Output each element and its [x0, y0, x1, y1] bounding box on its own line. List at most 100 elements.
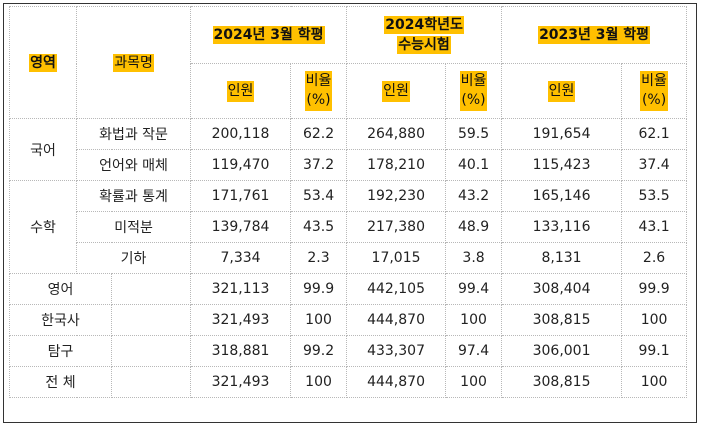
- count-cell: 133,116: [501, 211, 623, 243]
- count-cell: 119,470: [190, 149, 292, 181]
- ratio-cell: 100: [621, 366, 688, 398]
- group-header-label: 2024년 3월 학평: [212, 26, 325, 44]
- count-header: 인원: [501, 63, 623, 119]
- ratio-header-label: 비율 (%): [640, 71, 668, 111]
- count-cell: 191,654: [501, 118, 623, 150]
- subject-cell: 화법과 작문: [75, 118, 192, 150]
- subject-cell: 확률과 통계: [75, 180, 192, 212]
- ratio-cell: 62.2: [290, 118, 348, 150]
- count-cell: 171,761: [190, 180, 292, 212]
- count-cell: 8,131: [501, 242, 623, 274]
- group-header-label: 2023년 3월 학평: [538, 26, 651, 44]
- group-header-2024-csat: 2024학년도 수능시험: [346, 6, 503, 64]
- ratio-cell: 37.4: [621, 149, 688, 181]
- enrollment-table: 영역 과목명 2024년 3월 학평 2024학년도 수능시험 2023년 3월…: [9, 6, 688, 398]
- table-row: 전 체 321,493 100 444,870 100 308,815 100: [9, 366, 688, 398]
- table-row: 기하 7,334 2.3 17,015 3.8 8,131 2.6: [10, 242, 688, 274]
- ratio-header-line1: 비율: [460, 73, 487, 89]
- table-row: 언어와 매체 119,470 37.2 178,210 40.1 115,423…: [10, 149, 688, 181]
- count-cell: 444,870: [346, 304, 447, 336]
- table-row: 국어 화법과 작문 200,118 62.2 264,880 59.5 191,…: [9, 118, 688, 181]
- table-row: 탐구 318,881 99.2 433,307 97.4 306,001 99.…: [9, 335, 688, 367]
- count-header-label: 인원: [226, 80, 255, 102]
- ratio-cell: 53.5: [621, 180, 688, 212]
- ratio-cell: 100: [290, 304, 348, 336]
- count-header-label: 인원: [382, 80, 410, 102]
- area-cell-math: 수학: [9, 180, 77, 274]
- ratio-cell: 43.5: [290, 211, 348, 243]
- count-cell: 308,404: [501, 273, 623, 305]
- count-cell: 308,815: [501, 366, 623, 398]
- subject-cell: 탐구: [9, 335, 112, 367]
- group-header-2024-march: 2024년 3월 학평: [190, 6, 348, 64]
- subject-cell: 전 체: [9, 366, 112, 398]
- count-cell: 139,784: [190, 211, 292, 243]
- ratio-cell: 99.1: [621, 335, 688, 367]
- count-cell: 178,210: [346, 149, 447, 181]
- subject-cell: 언어와 매체: [75, 149, 192, 181]
- ratio-cell: 100: [290, 366, 348, 398]
- count-cell: 217,380: [346, 211, 447, 243]
- count-header: 인원: [190, 63, 292, 119]
- ratio-cell: 48.9: [445, 211, 503, 243]
- empty-cell: [110, 366, 192, 398]
- count-cell: 115,423: [501, 149, 623, 181]
- count-cell: 306,001: [501, 335, 623, 367]
- ratio-cell: 100: [621, 304, 688, 336]
- group-header-label-line1: 2024학년도: [384, 16, 464, 34]
- header-row-1: 영역 과목명 2024년 3월 학평 2024학년도 수능시험 2023년 3월…: [9, 6, 688, 119]
- table-row: 수학 확률과 통계 171,761 53.4 192,230 43.2 165,…: [9, 180, 688, 274]
- empty-cell: [110, 335, 192, 367]
- ratio-header-line2: (%): [641, 92, 667, 108]
- count-cell: 165,146: [501, 180, 623, 212]
- count-header: 인원: [346, 63, 447, 119]
- ratio-header-line1: 비율: [305, 73, 332, 89]
- ratio-cell: 53.4: [290, 180, 348, 212]
- count-cell: 200,118: [190, 118, 292, 150]
- count-header-label: 인원: [547, 80, 576, 102]
- ratio-cell: 2.3: [290, 242, 348, 274]
- subject-cell: 기하: [75, 242, 192, 274]
- subject-cell: 한국사: [9, 304, 112, 336]
- ratio-cell: 100: [445, 304, 503, 336]
- subject-header: 과목명: [75, 6, 192, 119]
- count-cell: 442,105: [346, 273, 447, 305]
- table-row: 미적분 139,784 43.5 217,380 48.9 133,116 43…: [10, 211, 688, 243]
- group-header-2023-march: 2023년 3월 학평: [501, 6, 688, 64]
- count-cell: 264,880: [346, 118, 447, 150]
- ratio-header: 비율 (%): [621, 63, 688, 119]
- ratio-cell: 99.9: [290, 273, 348, 305]
- ratio-header-label: 비율 (%): [304, 71, 333, 111]
- ratio-cell: 43.1: [621, 211, 688, 243]
- ratio-header: 비율 (%): [445, 63, 503, 119]
- empty-cell: [110, 273, 192, 305]
- ratio-header-label: 비율 (%): [459, 71, 488, 111]
- empty-cell: [110, 304, 192, 336]
- ratio-cell: 40.1: [445, 149, 503, 181]
- count-cell: 321,493: [190, 304, 292, 336]
- ratio-cell: 2.6: [621, 242, 688, 274]
- count-cell: 318,881: [190, 335, 292, 367]
- ratio-cell: 62.1: [621, 118, 688, 150]
- subject-header-label: 과목명: [113, 53, 154, 72]
- count-cell: 308,815: [501, 304, 623, 336]
- count-cell: 321,493: [190, 366, 292, 398]
- count-cell: 433,307: [346, 335, 447, 367]
- count-cell: 192,230: [346, 180, 447, 212]
- count-cell: 17,015: [346, 242, 447, 274]
- group-header-label-line2: 수능시험: [397, 36, 451, 54]
- count-cell: 321,113: [190, 273, 292, 305]
- ratio-header-line2: (%): [461, 92, 486, 108]
- ratio-cell: 100: [445, 366, 503, 398]
- area-cell-korean: 국어: [9, 118, 77, 181]
- table-row: 한국사 321,493 100 444,870 100 308,815 100: [9, 304, 688, 336]
- table-row: 영어 321,113 99.9 442,105 99.4 308,404 99.…: [9, 273, 688, 305]
- ratio-cell: 43.2: [445, 180, 503, 212]
- ratio-cell: 3.8: [445, 242, 503, 274]
- count-cell: 444,870: [346, 366, 447, 398]
- subject-cell: 미적분: [75, 211, 192, 243]
- area-header-label: 영역: [29, 53, 57, 72]
- count-cell: 7,334: [190, 242, 292, 274]
- ratio-header-line2: (%): [306, 92, 331, 108]
- ratio-cell: 59.5: [445, 118, 503, 150]
